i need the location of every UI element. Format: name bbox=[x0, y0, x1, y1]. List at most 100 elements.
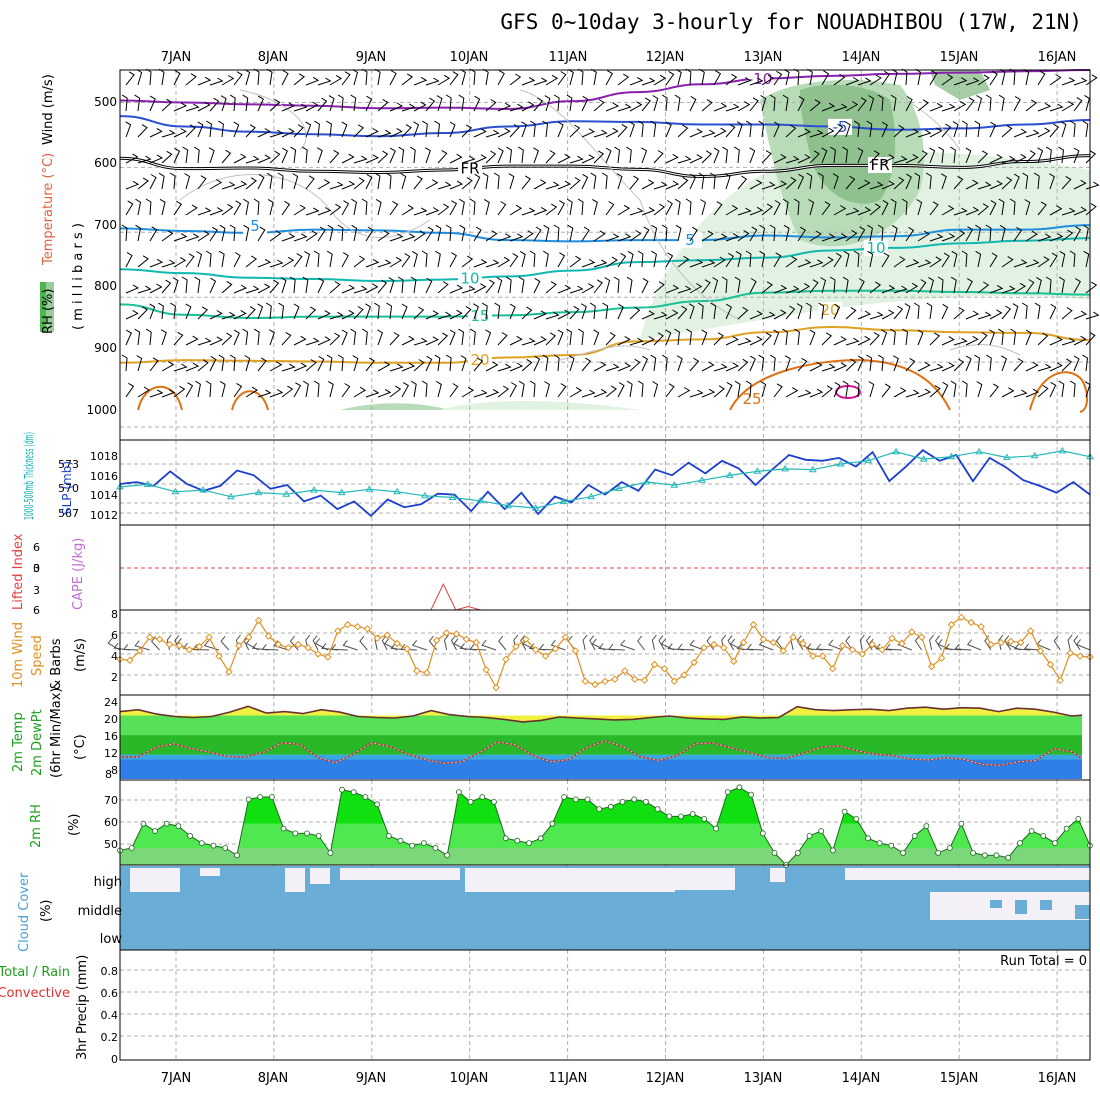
rh-marker bbox=[233, 852, 240, 859]
wind-barb bbox=[437, 281, 449, 294]
wind-barb bbox=[593, 259, 608, 268]
wind-barb bbox=[473, 258, 488, 268]
wind-barb bbox=[917, 150, 928, 164]
wind-barb bbox=[591, 68, 597, 86]
wind-barb bbox=[675, 224, 682, 242]
wind-barb bbox=[817, 172, 824, 190]
wind-barb bbox=[965, 335, 979, 346]
rh-marker bbox=[222, 845, 229, 851]
thickness-marker bbox=[365, 485, 374, 492]
rh-marker bbox=[958, 820, 965, 827]
wind-barb bbox=[399, 643, 417, 651]
wind-barb bbox=[881, 70, 891, 86]
wind-barb bbox=[257, 128, 271, 138]
wind-barb bbox=[1037, 127, 1051, 138]
wind-barb bbox=[853, 380, 860, 398]
wind-barb bbox=[769, 354, 776, 372]
wind-barb bbox=[518, 146, 524, 164]
wind-barb bbox=[134, 94, 141, 112]
wind-barb bbox=[301, 146, 308, 164]
date-label-bottom: 15JAN bbox=[940, 1071, 979, 1086]
wind-barb bbox=[365, 357, 375, 372]
page-title: GFS 0~10day 3-hourly for NOUADHIBOU (17W… bbox=[500, 10, 1082, 34]
rh-marker bbox=[993, 852, 1000, 859]
rh-legend-bar-light bbox=[46, 282, 54, 332]
wind-barb bbox=[173, 233, 188, 242]
wind-barb bbox=[675, 68, 682, 86]
wind-barb bbox=[773, 180, 788, 190]
cloud-patch bbox=[990, 900, 1002, 908]
wind-barb bbox=[859, 634, 865, 651]
wind-barb bbox=[233, 200, 242, 216]
wind-barb bbox=[581, 389, 596, 398]
isotherm-label: 25 bbox=[742, 390, 761, 408]
wind-barb bbox=[689, 389, 704, 398]
wind-barb bbox=[209, 77, 224, 86]
wind-barb bbox=[197, 230, 210, 242]
rh-shade-dark bbox=[800, 84, 896, 204]
wind-barb bbox=[529, 380, 536, 398]
wind-barb bbox=[725, 303, 732, 320]
y-tick-label: 500 bbox=[94, 95, 117, 109]
wind-speed-marker bbox=[294, 640, 302, 649]
wind-barb bbox=[197, 175, 207, 190]
wind-speed-marker bbox=[363, 625, 372, 633]
wind-barb bbox=[185, 253, 195, 268]
wind-barb bbox=[305, 337, 320, 346]
rh-contour bbox=[519, 89, 741, 321]
wind-barb bbox=[521, 306, 533, 320]
wind-barb bbox=[761, 150, 772, 164]
wind-barb bbox=[1012, 303, 1019, 320]
ylabel-2m-rh: 2m RH bbox=[29, 804, 44, 848]
rh-marker bbox=[420, 840, 427, 846]
wind-barb bbox=[497, 332, 508, 346]
wind-barb bbox=[619, 639, 635, 651]
wind-barb bbox=[866, 120, 873, 138]
wind-barb bbox=[326, 354, 333, 372]
wind-barb bbox=[749, 97, 759, 112]
wind-barb bbox=[221, 203, 234, 216]
y-tick-label: 6 bbox=[33, 604, 40, 617]
wind-barb bbox=[629, 121, 635, 138]
wind-barb bbox=[893, 285, 908, 294]
wind-barb bbox=[950, 146, 956, 164]
wind-barb bbox=[734, 146, 740, 164]
rh-marker bbox=[572, 796, 579, 803]
wind-barb bbox=[773, 309, 787, 320]
wind-barb bbox=[125, 309, 139, 320]
wind-barb bbox=[401, 73, 414, 86]
wind-barb bbox=[721, 276, 728, 294]
wind-barb bbox=[1037, 332, 1049, 346]
wind-barb bbox=[833, 103, 848, 112]
wind-barb bbox=[809, 259, 824, 268]
wind-barb bbox=[725, 336, 739, 346]
wind-barb bbox=[293, 73, 305, 86]
wind-barb bbox=[697, 302, 704, 320]
wind-speed-marker bbox=[235, 641, 243, 650]
wind-barb bbox=[821, 385, 833, 398]
wind-barb bbox=[521, 207, 536, 216]
wind-barb bbox=[737, 175, 748, 190]
wind-barb bbox=[449, 180, 464, 190]
wind-barb bbox=[253, 328, 260, 346]
date-label-bottom: 8JAN bbox=[258, 1071, 289, 1086]
wind-speed-marker bbox=[848, 646, 857, 654]
wind-barb bbox=[425, 147, 431, 164]
wind-barb bbox=[365, 154, 379, 164]
wind-barb bbox=[581, 128, 595, 138]
wind-barb bbox=[473, 303, 479, 320]
wind-barb bbox=[761, 203, 773, 216]
wind-speed-marker bbox=[571, 647, 580, 655]
wind-barb bbox=[317, 355, 325, 372]
wind-barb bbox=[481, 302, 488, 320]
wind-barb bbox=[1067, 634, 1073, 651]
wind-barb bbox=[641, 147, 648, 164]
y-tick-label: 6 bbox=[33, 541, 40, 554]
wind-barb bbox=[1061, 207, 1076, 216]
date-label-top: 7JAN bbox=[161, 50, 192, 65]
precip-panel-frame bbox=[119, 949, 1091, 1061]
wind-barb bbox=[377, 361, 391, 372]
wind-barb bbox=[821, 70, 830, 86]
wind-barb bbox=[508, 173, 515, 190]
date-label-top: 16JAN bbox=[1038, 50, 1077, 65]
